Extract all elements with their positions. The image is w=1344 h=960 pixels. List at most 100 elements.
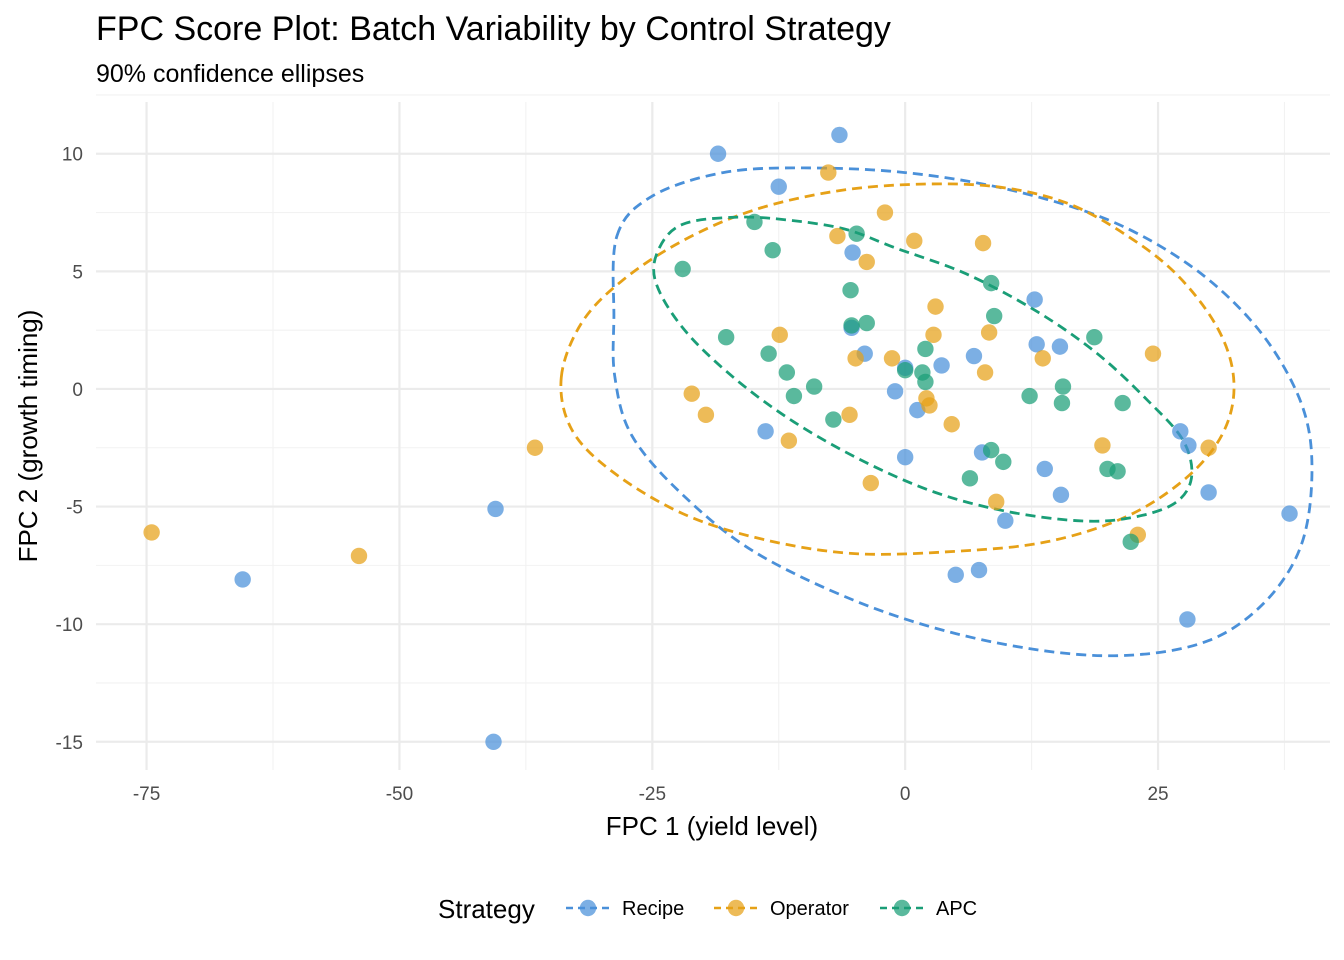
point-operator bbox=[906, 232, 923, 249]
point-recipe bbox=[965, 347, 983, 365]
point-operator bbox=[1034, 350, 1051, 367]
point-recipe bbox=[485, 733, 502, 750]
point-operator bbox=[1200, 439, 1217, 456]
point-operator bbox=[943, 416, 960, 433]
point-apc bbox=[917, 373, 934, 391]
legend-label: Recipe bbox=[622, 898, 684, 920]
point-apc bbox=[982, 441, 1000, 459]
point-operator bbox=[771, 326, 788, 344]
point-recipe bbox=[1180, 437, 1197, 454]
ellipse-apc bbox=[652, 215, 1194, 523]
point-recipe bbox=[1281, 505, 1298, 522]
point-operator bbox=[1144, 345, 1162, 362]
point-operator bbox=[820, 164, 837, 181]
x-tick-label: -50 bbox=[386, 784, 413, 805]
point-operator bbox=[841, 406, 858, 424]
point-recipe bbox=[947, 566, 964, 583]
point-operator bbox=[1094, 437, 1111, 454]
point-apc bbox=[1053, 394, 1071, 412]
point-apc bbox=[858, 314, 875, 332]
point-operator bbox=[980, 324, 998, 341]
point-apc bbox=[982, 274, 1000, 292]
point-recipe bbox=[1200, 484, 1217, 501]
y-axis-ticks: 10 5 0 -5 -10 -15 bbox=[56, 145, 83, 754]
legend-label: Operator bbox=[770, 898, 849, 920]
point-recipe bbox=[709, 145, 727, 162]
point-operator bbox=[988, 493, 1005, 511]
point-apc bbox=[1114, 394, 1131, 412]
point-apc bbox=[717, 329, 735, 346]
point-apc bbox=[1086, 329, 1103, 346]
legend-title: Strategy bbox=[438, 894, 535, 924]
point-apc bbox=[896, 361, 914, 379]
y-tick-label: 0 bbox=[72, 380, 83, 401]
point-operator bbox=[976, 364, 994, 381]
legend-point bbox=[727, 899, 745, 917]
point-apc bbox=[1054, 378, 1072, 395]
point-apc bbox=[764, 241, 781, 259]
point-apc bbox=[961, 470, 979, 487]
point-operator bbox=[974, 234, 992, 252]
point-operator bbox=[780, 432, 798, 449]
point-recipe bbox=[1179, 611, 1196, 628]
y-tick-label: -15 bbox=[56, 733, 83, 754]
x-tick-label: 25 bbox=[1147, 784, 1168, 805]
legend-key-apc bbox=[880, 899, 924, 917]
point-recipe bbox=[997, 512, 1014, 529]
point-operator bbox=[526, 439, 544, 456]
point-operator bbox=[697, 406, 715, 424]
x-tick-label: -25 bbox=[639, 784, 666, 805]
major-gridlines bbox=[96, 102, 1330, 770]
point-apc bbox=[746, 213, 763, 231]
point-operator bbox=[143, 524, 160, 541]
point-recipe bbox=[831, 126, 848, 144]
point-apc bbox=[760, 345, 777, 362]
legend-label: APC bbox=[936, 898, 977, 920]
point-recipe bbox=[1172, 423, 1189, 440]
point-apc bbox=[917, 340, 934, 358]
y-tick-label: 5 bbox=[72, 262, 83, 283]
point-apc bbox=[995, 453, 1012, 471]
point-recipe bbox=[970, 561, 988, 579]
y-tick-label: 10 bbox=[62, 145, 83, 166]
point-apc bbox=[848, 225, 865, 242]
chart-title: FPC Score Plot: Batch Variability by Con… bbox=[96, 10, 891, 48]
chart-subtitle: 90% confidence ellipses bbox=[96, 60, 364, 88]
minor-gridlines bbox=[96, 94, 1330, 770]
point-apc bbox=[805, 378, 823, 395]
point-recipe bbox=[896, 448, 914, 466]
x-tick-label: 0 bbox=[900, 784, 911, 805]
point-operator bbox=[876, 204, 894, 221]
point-apc bbox=[842, 281, 859, 299]
x-axis-ticks: -75 -50 -25 0 25 bbox=[133, 784, 1169, 805]
point-apc bbox=[674, 260, 691, 278]
confidence-ellipses bbox=[559, 166, 1314, 658]
legend-point bbox=[579, 899, 597, 917]
legend-key-recipe bbox=[566, 899, 610, 917]
point-recipe bbox=[1036, 460, 1053, 478]
point-recipe bbox=[1026, 291, 1043, 308]
point-recipe bbox=[886, 383, 904, 400]
point-operator bbox=[683, 385, 700, 402]
point-operator bbox=[927, 298, 944, 315]
y-tick-label: -10 bbox=[56, 615, 83, 636]
legend-point bbox=[893, 899, 911, 917]
point-apc bbox=[1021, 387, 1038, 405]
point-operator bbox=[925, 326, 942, 344]
ellipse-operator bbox=[559, 182, 1236, 556]
point-operator bbox=[847, 350, 864, 367]
plot-panel bbox=[96, 94, 1330, 770]
point-recipe bbox=[757, 423, 774, 440]
point-apc bbox=[985, 307, 1003, 325]
point-recipe bbox=[1051, 338, 1069, 355]
point-recipe bbox=[1052, 486, 1070, 504]
legend-key-operator bbox=[714, 899, 758, 917]
point-operator bbox=[921, 397, 938, 414]
point-apc bbox=[785, 387, 803, 405]
y-tick-label: -5 bbox=[66, 498, 83, 519]
point-recipe bbox=[844, 244, 861, 261]
point-recipe bbox=[487, 500, 504, 518]
point-apc bbox=[1122, 533, 1139, 551]
point-recipe bbox=[770, 178, 787, 195]
